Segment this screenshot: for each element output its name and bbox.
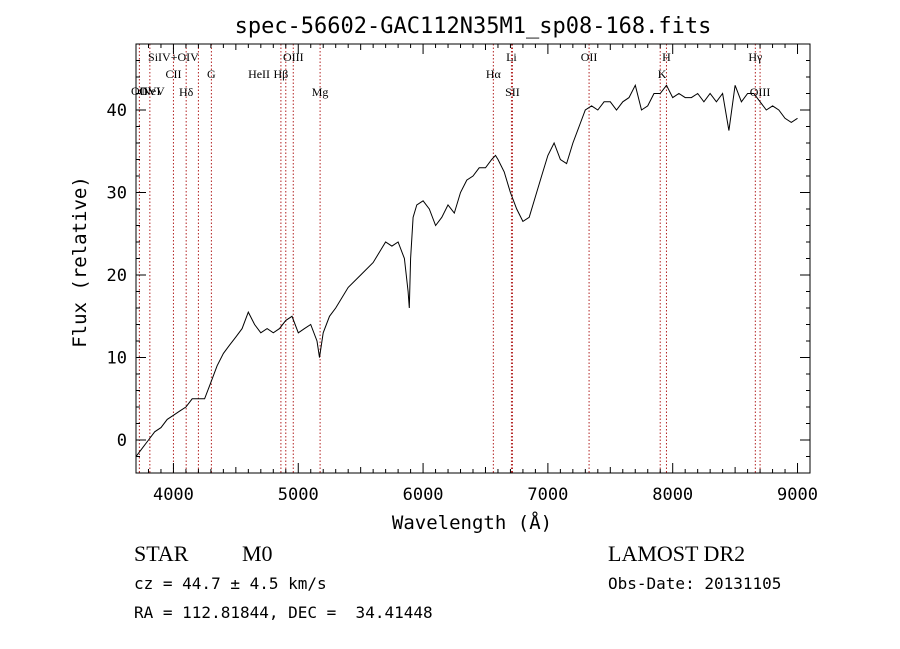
x-tick-label: 5000 [278,485,319,505]
y-axis-label: Flux (relative) [69,176,91,348]
y-tick-label: 10 [107,349,127,369]
y-tick-label: 40 [107,101,127,121]
y-tick-label: 0 [117,431,127,451]
obs-date: Obs-Date: 20131105 [608,574,782,593]
line-label: G [207,67,216,81]
line-label: Hα [486,67,502,81]
line-labels: OVINeVOIISiIV+OIVCIIHδGOIIIHβHeIIMgHαLiS… [131,50,770,99]
x-tick-label: 8000 [652,485,693,505]
y-tick-label: 30 [107,184,127,204]
line-label: K [658,67,667,81]
line-label: H [662,50,671,64]
x-tick-label: 7000 [527,485,568,505]
chart-title: spec-56602-GAC112N35M1_sp08-168.fits [235,14,712,39]
line-label: CII [165,67,181,81]
line-label: OVI [139,84,160,98]
x-tick-label: 4000 [153,485,194,505]
survey-label: LAMOST DR2 [608,541,746,566]
line-label: Hγ [748,50,763,64]
line-label: SiIV+OIV [148,50,199,64]
line-label: Hβ [274,67,289,81]
y-tick-label: 20 [107,266,127,286]
x-tick-label: 9000 [777,485,818,505]
x-tick-label: 6000 [403,485,444,505]
class-label: STAR [134,541,189,566]
line-label: OII [131,84,148,98]
line-label: OIII [283,50,304,64]
coordinates: RA = 112.81844, DEC = 34.41448 [134,603,433,622]
line-label: SII [505,85,520,99]
line-markers [138,44,761,473]
line-label: NeV [142,84,165,98]
line-label: Mg [312,85,329,99]
line-label: OII [581,50,598,64]
line-label: OIII [750,85,771,99]
plot-frame [135,43,811,474]
line-label: Li [506,50,517,64]
spectrum-line [135,83,798,457]
subclass-label: M0 [242,541,273,566]
line-label: Hδ [179,85,194,99]
y-axis-ticks: 0 10 20 30 40 [107,43,810,474]
redshift-info: cz = 44.7 ± 4.5 km/s [134,574,327,593]
x-axis-label: Wavelength (Å) [392,511,552,534]
line-label: HeII [248,67,270,81]
x-axis-ticks: 4000 5000 6000 7000 8000 9000 [147,44,818,505]
